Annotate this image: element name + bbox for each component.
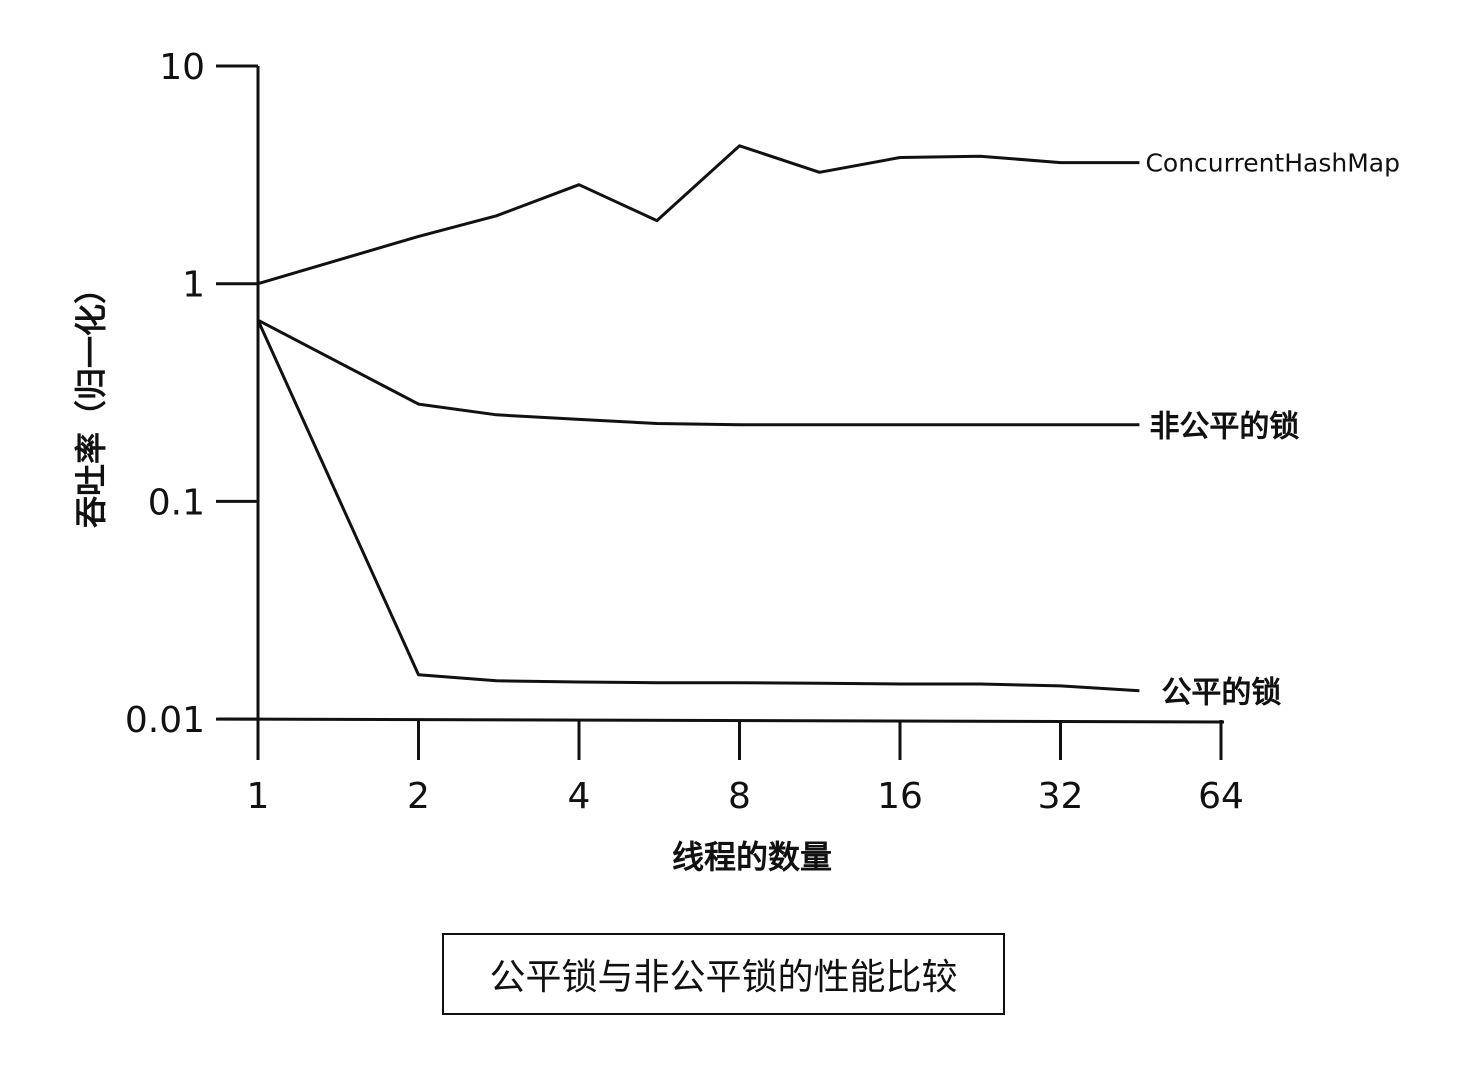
series-lines: [256, 144, 1140, 693]
y-tick-label: 10: [159, 47, 205, 88]
series-label-0: ConcurrentHashMap: [1145, 149, 1400, 178]
x-tick-label: 2: [407, 776, 430, 817]
series-label-1: 非公平的锁: [1149, 410, 1299, 445]
x-axis-line: [217, 717, 1225, 724]
x-axis-label: 线程的数量: [672, 838, 832, 876]
x-tick-label: 8: [728, 776, 751, 817]
x-tick-label: 64: [1198, 776, 1244, 817]
series-label-2: 公平的锁: [1161, 676, 1281, 711]
series-line-2: [256, 319, 1140, 693]
y-ticks: 10 1 0.1 0.01: [125, 47, 258, 741]
series-line-0: [257, 144, 1140, 286]
y-axis-label: 吞吐率（归一化）: [72, 272, 110, 528]
x-ticks: 1 2 4 8 16 32 64: [247, 720, 1244, 817]
x-tick-label: 4: [568, 776, 591, 817]
y-axis: 10 1 0.1 0.01: [125, 47, 260, 760]
y-tick-label: 0.01: [125, 700, 205, 741]
x-axis: 1 2 4 8 16 32 64: [217, 717, 1244, 817]
x-tick-label: 16: [877, 776, 923, 817]
x-tick-label: 32: [1038, 776, 1084, 817]
chart-title: 公平锁与非公平锁的性能比较: [442, 933, 1005, 1015]
x-tick-label: 1: [247, 776, 270, 817]
y-tick-label: 0.1: [148, 482, 205, 523]
y-tick-label: 1: [182, 265, 205, 306]
series-line-1: [257, 318, 1140, 427]
